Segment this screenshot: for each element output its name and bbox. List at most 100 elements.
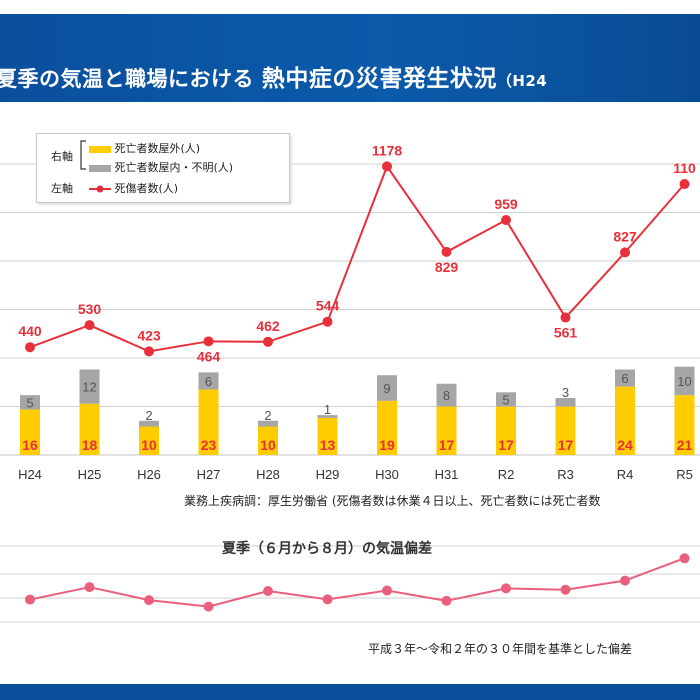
legend-left-axis-label: 左軸 — [51, 182, 73, 195]
casualty-value-labels: 440 530 423 464 462 544 1178 829 959 561 827 110 — [18, 142, 696, 364]
legend-casualties-label: 死傷者数(人) — [114, 182, 179, 195]
bar-outdoor-label: 21 — [677, 437, 693, 453]
bar-indoor-label: 2 — [145, 408, 152, 423]
casualty-point-R5 — [679, 179, 690, 190]
casualty-point-H24 — [25, 342, 35, 353]
legend-casualties: 死傷者数(人) — [89, 180, 178, 196]
casualty-label-R4: 827 — [613, 228, 637, 244]
temperature-point-R4 — [620, 575, 630, 586]
casualty-point-H26 — [144, 346, 154, 357]
x-axis-ticks: H24 H25 H26 H27 H28 H29 H30 H31 R2 R3 R4 R5 — [18, 467, 693, 482]
bar-outdoor-H25 — [79, 403, 100, 455]
bar-indoor-H24 — [20, 395, 40, 410]
bar-outdoor-H27 — [198, 389, 219, 455]
bar-outdoor-label: 10 — [141, 437, 157, 453]
page-title: 夏季の気温と職場における 熱中症の災害発生状況（H24 — [0, 59, 547, 93]
bar-outdoor-H26 — [139, 426, 159, 455]
legend-right-axis-label: 右軸 — [51, 150, 73, 163]
title-banner: 夏季の気温と職場における 熱中症の災害発生状況（H24 — [0, 14, 700, 102]
bar-outdoor-H30 — [377, 400, 397, 455]
bar-indoor-R2 — [496, 392, 516, 407]
temperature-point-H25 — [84, 582, 95, 593]
temperature-line — [29, 557, 685, 608]
bar-outdoor-label: 17 — [558, 437, 574, 453]
casualty-label-H28: 462 — [256, 318, 280, 334]
legend-outdoor: 死亡者数屋外(人) — [89, 140, 200, 156]
temperature-series — [25, 553, 690, 612]
casualty-point-H25 — [84, 320, 95, 331]
bar-indoor-H29 — [317, 415, 338, 418]
outdoor-bars — [20, 386, 695, 455]
temperature-point-H27 — [203, 601, 214, 612]
bar-outdoor-label: 17 — [498, 437, 514, 453]
x-tick-label: R4 — [617, 467, 634, 482]
bar-outdoor-R5 — [674, 395, 695, 455]
bar-indoor-label: 3 — [562, 385, 569, 400]
casualty-label-R3: 561 — [554, 325, 578, 341]
bar-outdoor-H29 — [317, 417, 338, 455]
x-tick-label: R2 — [498, 467, 515, 482]
bottom-strip — [0, 684, 700, 700]
temperature-point-H26 — [144, 595, 154, 606]
casualty-label-H29: 544 — [316, 298, 340, 314]
temperature-chart-title: 夏季（６月から８月）の気温偏差 — [222, 541, 432, 557]
casualty-series — [25, 161, 690, 357]
x-tick-label: H26 — [137, 467, 161, 482]
casualty-point-R2 — [501, 215, 511, 226]
casualty-label-H27: 464 — [197, 348, 221, 364]
legend-indoor-swatch — [89, 164, 111, 172]
bar-outdoor-R3 — [555, 406, 576, 455]
casualty-label-H26: 423 — [137, 327, 161, 343]
casualty-label-H30: 1178 — [372, 142, 403, 158]
bar-indoor-label: 2 — [264, 408, 271, 423]
bar-indoor-R5 — [674, 366, 695, 396]
x-tick-label: H24 — [18, 467, 42, 482]
casualty-point-H30 — [382, 161, 392, 172]
x-tick-label: R3 — [557, 467, 574, 482]
casualty-point-H27 — [203, 336, 214, 347]
bar-outdoor-label: 19 — [379, 437, 395, 453]
temperature-point-R2 — [501, 583, 511, 594]
baseline-note: 平成３年～令和２年の３０年間を基準とした偏差 — [368, 642, 633, 656]
temperature-point-H30 — [382, 585, 392, 596]
x-tick-label: H27 — [197, 467, 221, 482]
bar-outdoor-R4 — [615, 386, 635, 455]
bar-outdoor-label: 24 — [617, 437, 633, 453]
legend-outdoor-label: 死亡者数屋外(人) — [114, 142, 201, 155]
title-part-3: （H24 — [496, 72, 548, 90]
casualty-line — [29, 164, 686, 353]
bar-outdoor-R2 — [496, 406, 516, 455]
temperature-point-H29 — [322, 594, 333, 605]
chart-legend: 右軸 死亡者数屋外(人) 死亡者数屋内・不明(人) 左軸 死傷者数(人) — [36, 133, 290, 203]
bar-indoor-label: 8 — [443, 388, 450, 403]
bar-indoor-label: 6 — [205, 374, 212, 389]
casualty-label-H24: 440 — [18, 323, 42, 339]
casualty-label-H25: 530 — [78, 301, 102, 317]
top-strip — [0, 0, 700, 14]
bar-indoor-H28 — [258, 420, 278, 427]
bar-value-labels: 16 5 18 12 10 2 23 6 10 2 13 1 19 9 17 8 17 5 17 3 24 6 21 10 — [22, 371, 692, 453]
bar-indoor-label: 5 — [26, 395, 33, 410]
legend-bracket — [80, 140, 86, 170]
temperature-point-H24 — [25, 594, 35, 605]
bar-outdoor-H28 — [258, 426, 278, 455]
source-note: 業務上疾病調：厚生労働省 (死傷者数は休業４日以上、死亡者数には死亡者数 — [184, 494, 601, 508]
title-part-2: 熱中症の災害発生状況 — [261, 66, 497, 92]
temperature-point-R3 — [560, 584, 571, 595]
bar-outdoor-label: 16 — [22, 437, 38, 453]
main-grid — [0, 163, 700, 456]
x-tick-label: H31 — [435, 467, 459, 482]
bar-indoor-H31 — [436, 383, 457, 407]
casualty-point-R4 — [620, 247, 630, 258]
x-tick-label: H25 — [78, 467, 102, 482]
legend-indoor-label: 死亡者数屋内・不明(人) — [114, 161, 234, 174]
bar-indoor-R4 — [615, 369, 635, 387]
bar-indoor-R3 — [555, 398, 576, 407]
bar-outdoor-label: 13 — [320, 437, 336, 453]
x-tick-label: H30 — [375, 467, 399, 482]
bar-outdoor-H24 — [20, 409, 40, 455]
bar-indoor-label: 12 — [82, 380, 96, 395]
temperature-point-H28 — [263, 586, 273, 596]
casualty-point-H31 — [441, 246, 452, 257]
casualty-point-H29 — [322, 316, 333, 327]
